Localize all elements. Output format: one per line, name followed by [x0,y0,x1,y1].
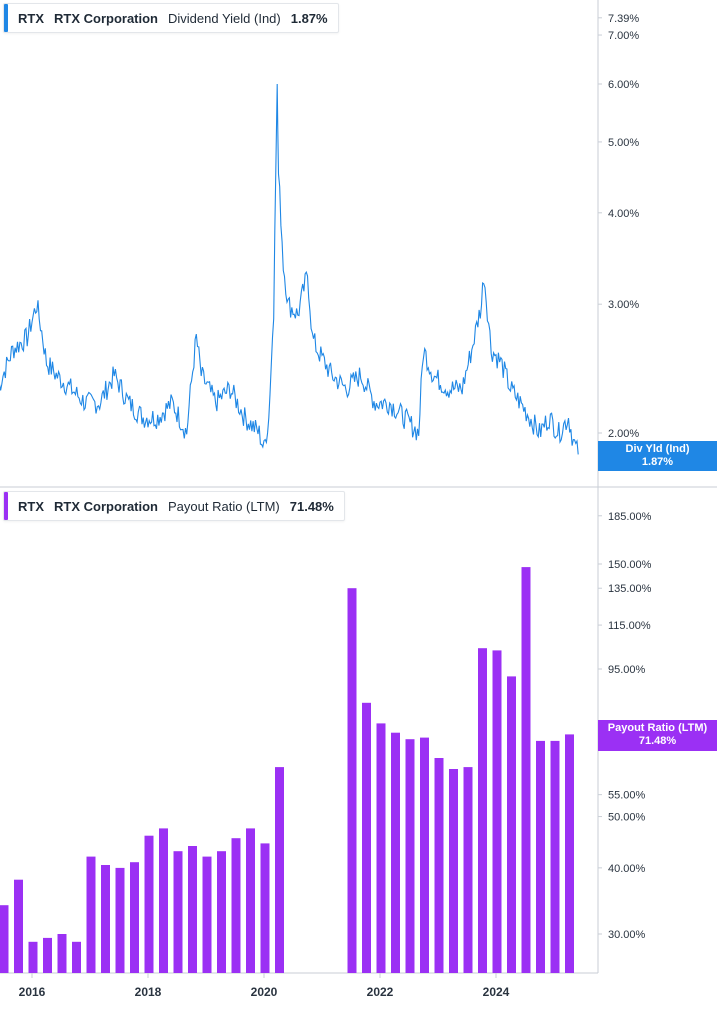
bottom-legend-value: 71.48% [289,498,334,514]
payout-bar [28,941,38,973]
y-tick-label: 3.00% [608,299,639,311]
x-tick-label: 2022 [367,985,394,999]
bottom-legend-company: RTX Corporation [54,498,158,514]
payout-bar [144,835,154,973]
payout-bar [260,843,270,973]
bottom-legend[interactable]: RTX RTX Corporation Payout Ratio (LTM) 7… [3,491,345,521]
payout-bar [231,838,241,973]
payout-bar [362,702,371,973]
payout-bar [246,828,255,973]
y-tick-label: 135.00% [608,583,652,595]
payout-bar [101,865,110,973]
payout-bar [565,734,574,973]
payout-bar [550,740,560,973]
payout-bar [0,905,9,973]
payout-bar [536,740,545,973]
payout-bar [72,941,81,973]
payout-bar [347,588,357,973]
payout-bar [202,856,212,973]
payout-value-tag: Payout Ratio (LTM) 71.48% [598,720,717,751]
payout-bar [391,732,400,973]
y-tick-label: 7.39% [608,13,639,25]
bottom-legend-swatch [4,492,8,520]
div-yield-value-tag: Div Yld (Ind) 1.87% [598,441,717,471]
y-tick-label: 185.00% [608,511,652,523]
div-yield-tag-value: 1.87% [641,456,674,468]
payout-bar [159,828,168,973]
payout-bar [86,856,96,973]
payout-bar [449,769,458,973]
div-yield-series-line [0,83,579,455]
top-legend-ticker: RTX [18,10,44,26]
payout-bar [463,767,473,973]
top-legend[interactable]: RTX RTX Corporation Dividend Yield (Ind)… [3,3,339,33]
payout-bar [275,767,284,973]
y-tick-label: 7.00% [608,30,639,42]
top-legend-value: 1.87% [290,10,328,26]
y-tick-label: 30.00% [608,929,646,941]
payout-bar [173,851,183,973]
payout-tag-label: Payout Ratio (LTM) [607,722,708,734]
top-legend-company: RTX Corporation [54,10,158,26]
y-tick-label: 50.00% [608,812,646,824]
bottom-legend-ticker: RTX [18,498,44,514]
y-tick-label: 6.00% [608,79,639,91]
top-legend-swatch [4,4,8,32]
x-tick-label: 2024 [483,985,510,999]
payout-bar [521,567,531,973]
x-tick-label: 2018 [135,985,162,999]
div-yield-tag-label: Div Yld (Ind) [625,443,690,455]
payout-bar [14,879,23,973]
y-tick-label: 115.00% [608,620,651,632]
payout-bar [43,937,52,973]
payout-bar [420,737,429,973]
y-tick-label: 40.00% [608,863,646,875]
y-tick-label: 2.00% [608,428,639,440]
payout-tag-value: 71.48% [638,735,677,747]
top-legend-metric: Dividend Yield (Ind) [168,10,281,26]
payout-bar [376,723,386,973]
y-tick-label: 5.00% [608,137,639,149]
payout-bar [434,758,444,973]
y-tick-label: 95.00% [608,664,646,676]
payout-bar [57,934,67,973]
payout-bar [130,862,139,973]
y-tick-label: 150.00% [608,559,652,571]
y-tick-label: 55.00% [608,790,646,802]
payout-bar [115,867,125,973]
payout-bar [217,851,226,973]
y-tick-label: 4.00% [608,208,639,220]
x-tick-label: 2016 [19,985,46,999]
payout-bar [478,648,487,973]
x-tick-label: 2020 [251,985,278,999]
payout-bar [405,739,415,973]
bottom-legend-metric: Payout Ratio (LTM) [168,498,280,514]
payout-bar [507,676,516,973]
payout-bar [188,846,197,973]
payout-bar [492,650,502,973]
